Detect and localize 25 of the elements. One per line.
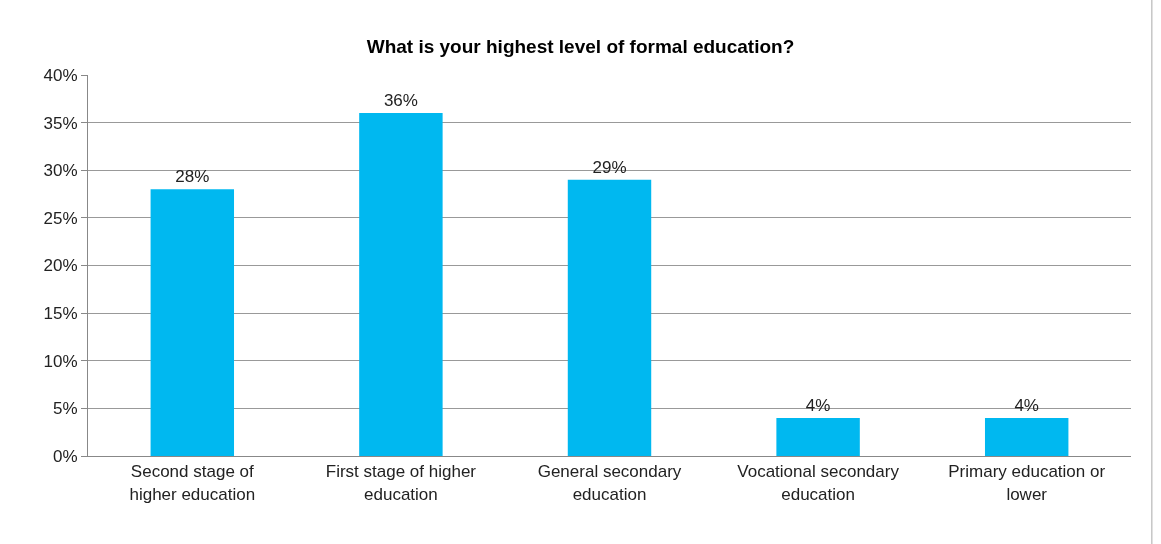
x-tick-label: General secondary education <box>537 462 682 504</box>
y-tick-label: 10% <box>43 351 78 371</box>
chart-title: What is your highest level of formal education? <box>366 35 795 57</box>
data-label: 4% <box>1014 395 1039 415</box>
x-tick-label: Second stage of higher education <box>129 462 256 504</box>
y-tick-label: 35% <box>43 113 78 133</box>
bar <box>984 417 1069 456</box>
y-tick-label: 15% <box>43 304 78 324</box>
x-tick-label: Primary education or lower <box>948 462 1106 504</box>
bar <box>359 113 443 456</box>
y-tick-label: 20% <box>43 256 78 276</box>
y-tick-label: 25% <box>43 208 78 228</box>
y-tick-label: 5% <box>53 399 78 419</box>
bar <box>150 189 235 456</box>
bar <box>567 179 652 456</box>
y-tick-label: 40% <box>43 65 78 85</box>
x-tick-label: Vocational secondary education <box>737 462 900 504</box>
data-label: 36% <box>383 91 418 111</box>
y-tick-label: 0% <box>53 446 78 466</box>
x-tick-label: First stage of higher education <box>325 462 477 504</box>
bar <box>776 417 860 456</box>
y-tick-label: 30% <box>43 161 78 181</box>
data-label: 28% <box>175 167 210 187</box>
data-label: 4% <box>805 395 831 415</box>
data-label: 29% <box>592 157 627 177</box>
